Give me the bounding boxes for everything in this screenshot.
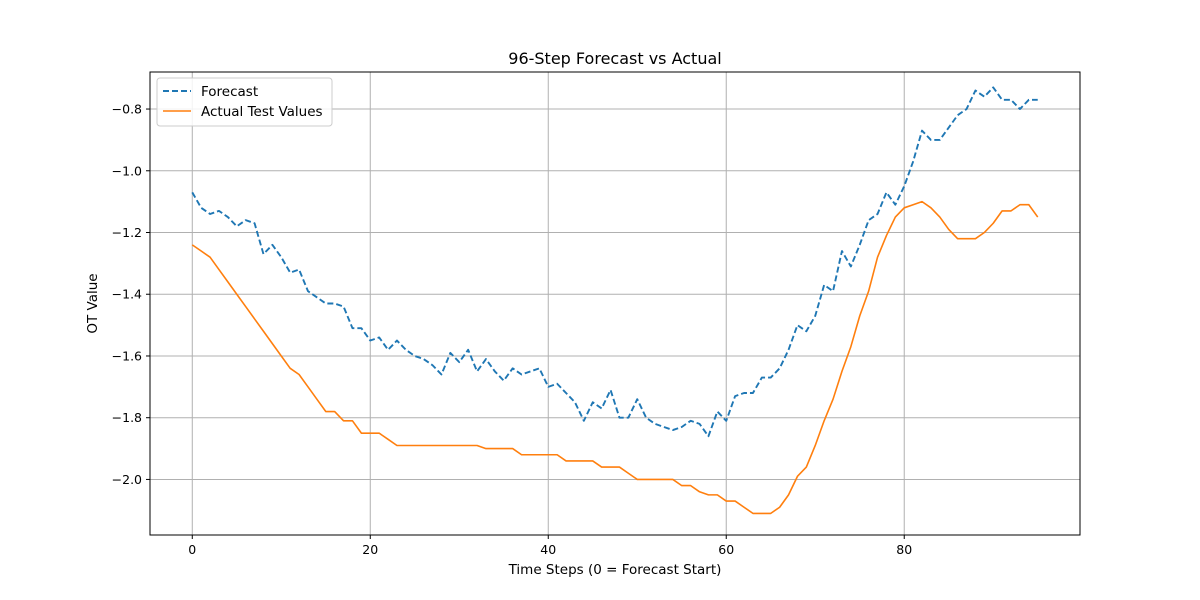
legend: Forecast Actual Test Values — [156, 77, 333, 127]
gridlines — [150, 72, 1080, 535]
y-tick-label: −2.0 — [112, 472, 142, 487]
plot-frame — [149, 71, 1081, 536]
y-tick-label: −1.6 — [112, 348, 142, 363]
y-axis-label: OT Value — [85, 273, 101, 333]
x-tick-label: 40 — [540, 542, 556, 557]
series-line-forecast — [191, 86, 1038, 438]
x-tick-label: 20 — [362, 542, 378, 557]
series-layer — [191, 86, 1039, 515]
ticks: 0 20 40 60 80 −2.0 −1.8 −1.6 −1.4 −1.2 −1.0 −0.8 — [112, 102, 913, 557]
chart-title: 96-Step Forecast vs Actual — [508, 49, 721, 68]
y-tick-label: −1.4 — [112, 287, 142, 302]
legend-box — [156, 77, 333, 127]
x-tick-label: 0 — [188, 542, 196, 557]
x-tick-label: 80 — [896, 542, 912, 557]
x-axis-label: Time Steps (0 = Forecast Start) — [508, 562, 722, 578]
y-tick-label: −1.8 — [112, 410, 142, 425]
y-tick-label: −1.0 — [112, 163, 142, 178]
y-tick-label: −0.8 — [112, 102, 142, 117]
legend-label: Actual Test Values — [201, 104, 323, 120]
x-tick-label: 60 — [718, 542, 734, 557]
y-tick-label: −1.2 — [112, 225, 142, 240]
series-line-actual — [191, 200, 1039, 515]
legend-label: Forecast — [201, 84, 258, 100]
